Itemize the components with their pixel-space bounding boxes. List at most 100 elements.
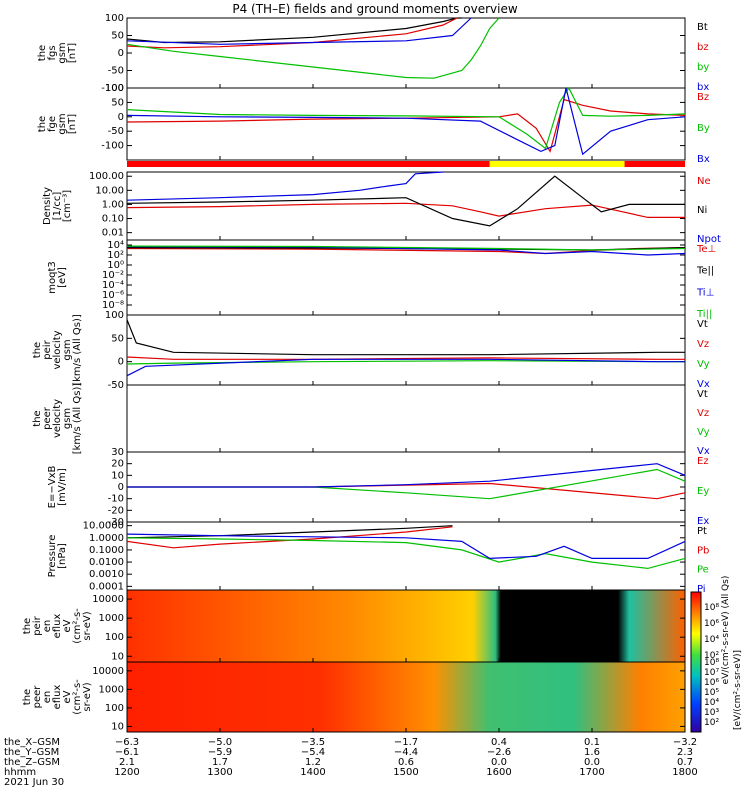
y-tick-label: 100 [105,632,124,643]
y-tick-label: 10 [111,721,124,732]
colorbar-tick-label: 10⁸ [704,658,719,668]
x-tick-label: 1400 [300,767,325,778]
colorbar-tick-label: 10⁴ [704,635,719,645]
x-tick-label: 1500 [393,767,418,778]
colorbar-tick-label: 10³ [704,708,719,718]
mode-bar-slow [624,161,685,167]
y-axis-label: sr-eV) [82,611,93,640]
x-tick-label: 1.2 [305,757,321,768]
x-tick-label: 0.0 [584,757,600,768]
y-tick-label: 10.0000 [83,521,124,532]
y-tick-label: 1.0000 [89,533,124,544]
y-tick-label: 1.00 [102,199,124,210]
y-axis-label: gsm [57,113,68,134]
x-tick-label: 0.0 [491,757,507,768]
series-line-By [126,86,686,150]
y-axis-label: eflux [52,685,63,710]
y-tick-label: 0 [118,482,124,493]
x-tick-label: −2.6 [487,747,511,758]
series-line-Ex [127,463,686,488]
y-axis-label: the [32,410,43,426]
x-tick-label: −5.0 [208,737,232,748]
y-tick-label: 1000 [99,613,124,624]
x-tick-label: 1700 [579,767,604,778]
colorbar-tick-label: 10⁴ [704,698,719,708]
legend-entry: Bt [697,22,708,33]
x-row-label: the_Z–GSM [4,757,60,768]
y-tick-label: -50 [108,126,124,137]
y-axis-label: [nPa] [57,543,68,569]
y-axis-label: [km/s (All Qs)] [72,314,83,386]
series-line-Bt [126,17,462,44]
series-line-by [126,17,500,79]
legend-entry: Te⊥ [696,244,716,255]
y-axis-label: eV [62,619,73,632]
legend-entry: Pt [697,526,707,537]
legend-entry: Vy [697,427,710,438]
series-line-Bz [126,98,686,153]
y-tick-label: 0.01 [102,228,124,239]
x-tick-label: 1.7 [212,757,228,768]
y-tick-label: 10⁴ [107,240,124,251]
y-axis-label: Density [42,187,53,225]
y-axis-label: en [42,620,53,633]
y-tick-label: 0 [118,112,124,123]
panel-3: 100.00 10.00 1.00 0.10 0.01 Density [1/cc] [cm⁻… [42,171,721,245]
y-tick-label: 10000 [92,594,124,605]
y-tick-label: 10 [111,470,124,481]
legend-entry: by [697,62,709,73]
y-tick-label: -50 [108,380,124,391]
x-tick-label: 0.6 [398,757,414,768]
panel-10: 10000 1000 100 10 the peer en eflux eV (cm²-s-sr-… [22,661,686,733]
legend-entry: Npot [697,234,721,245]
y-tick-label: 10000 [92,666,124,677]
y-tick-label: 50 [111,97,124,108]
y-tick-label: 10.00 [95,185,124,196]
x-tick-label: 2.3 [677,747,693,758]
y-tick-label: 10⁻⁸ [102,300,124,311]
x-tick-label: −3.2 [673,737,697,748]
legend-entry: bx [697,82,709,93]
x-row-label: the_X–GSM [4,737,60,748]
y-axis-label: [cm⁻³] [62,190,73,222]
colorbar-tick-label: 10⁵ [704,688,719,698]
x-tick-label: 1600 [486,767,511,778]
panel-frame [126,239,686,316]
x-tick-label: 1200 [114,767,139,778]
series-line-Ni [126,175,685,227]
y-tick-label: 0.0001 [89,581,124,592]
plot-title: P4 (TH–E) fields and ground moments over… [232,2,517,16]
x-tick-label: 0.1 [584,737,600,748]
legend-entry: Vx [697,446,710,457]
x-row-label: the_Y–GSM [4,747,59,758]
series-line-Bx [126,87,686,156]
y-axis-label: the [22,618,33,634]
colorbar-tick-label: 10⁷ [704,668,719,678]
y-axis-label: sr-eV) [82,682,93,711]
series-line-Pb [126,526,453,549]
y-tick-label: 0.1000 [89,545,124,556]
legend-entry: Ez [697,456,709,467]
y-axis-label: [eV] [57,267,68,288]
y-axis-label: the [22,689,33,705]
y-tick-label: -20 [108,505,124,516]
legend-entry: Vt [697,319,708,330]
x-tick-label: 1.6 [584,747,600,758]
y-axis-label: gsm [62,408,73,429]
y-tick-label: -100 [101,83,124,94]
y-axis-label: E=−VxB [47,466,58,509]
legend-entry: Ni [697,205,707,216]
x-tick-label: 1300 [207,767,232,778]
y-tick-label: 0 [118,357,124,368]
y-axis-label: [nT] [67,114,78,134]
legend-entry: Vx [697,379,710,390]
y-tick-label: -100 [101,141,124,152]
legend-entry: bz [697,42,709,53]
y-axis-label: (cm²-s- [72,679,83,715]
x-row-label: hhmm [4,767,36,778]
y-tick-label: -30 [108,517,124,528]
